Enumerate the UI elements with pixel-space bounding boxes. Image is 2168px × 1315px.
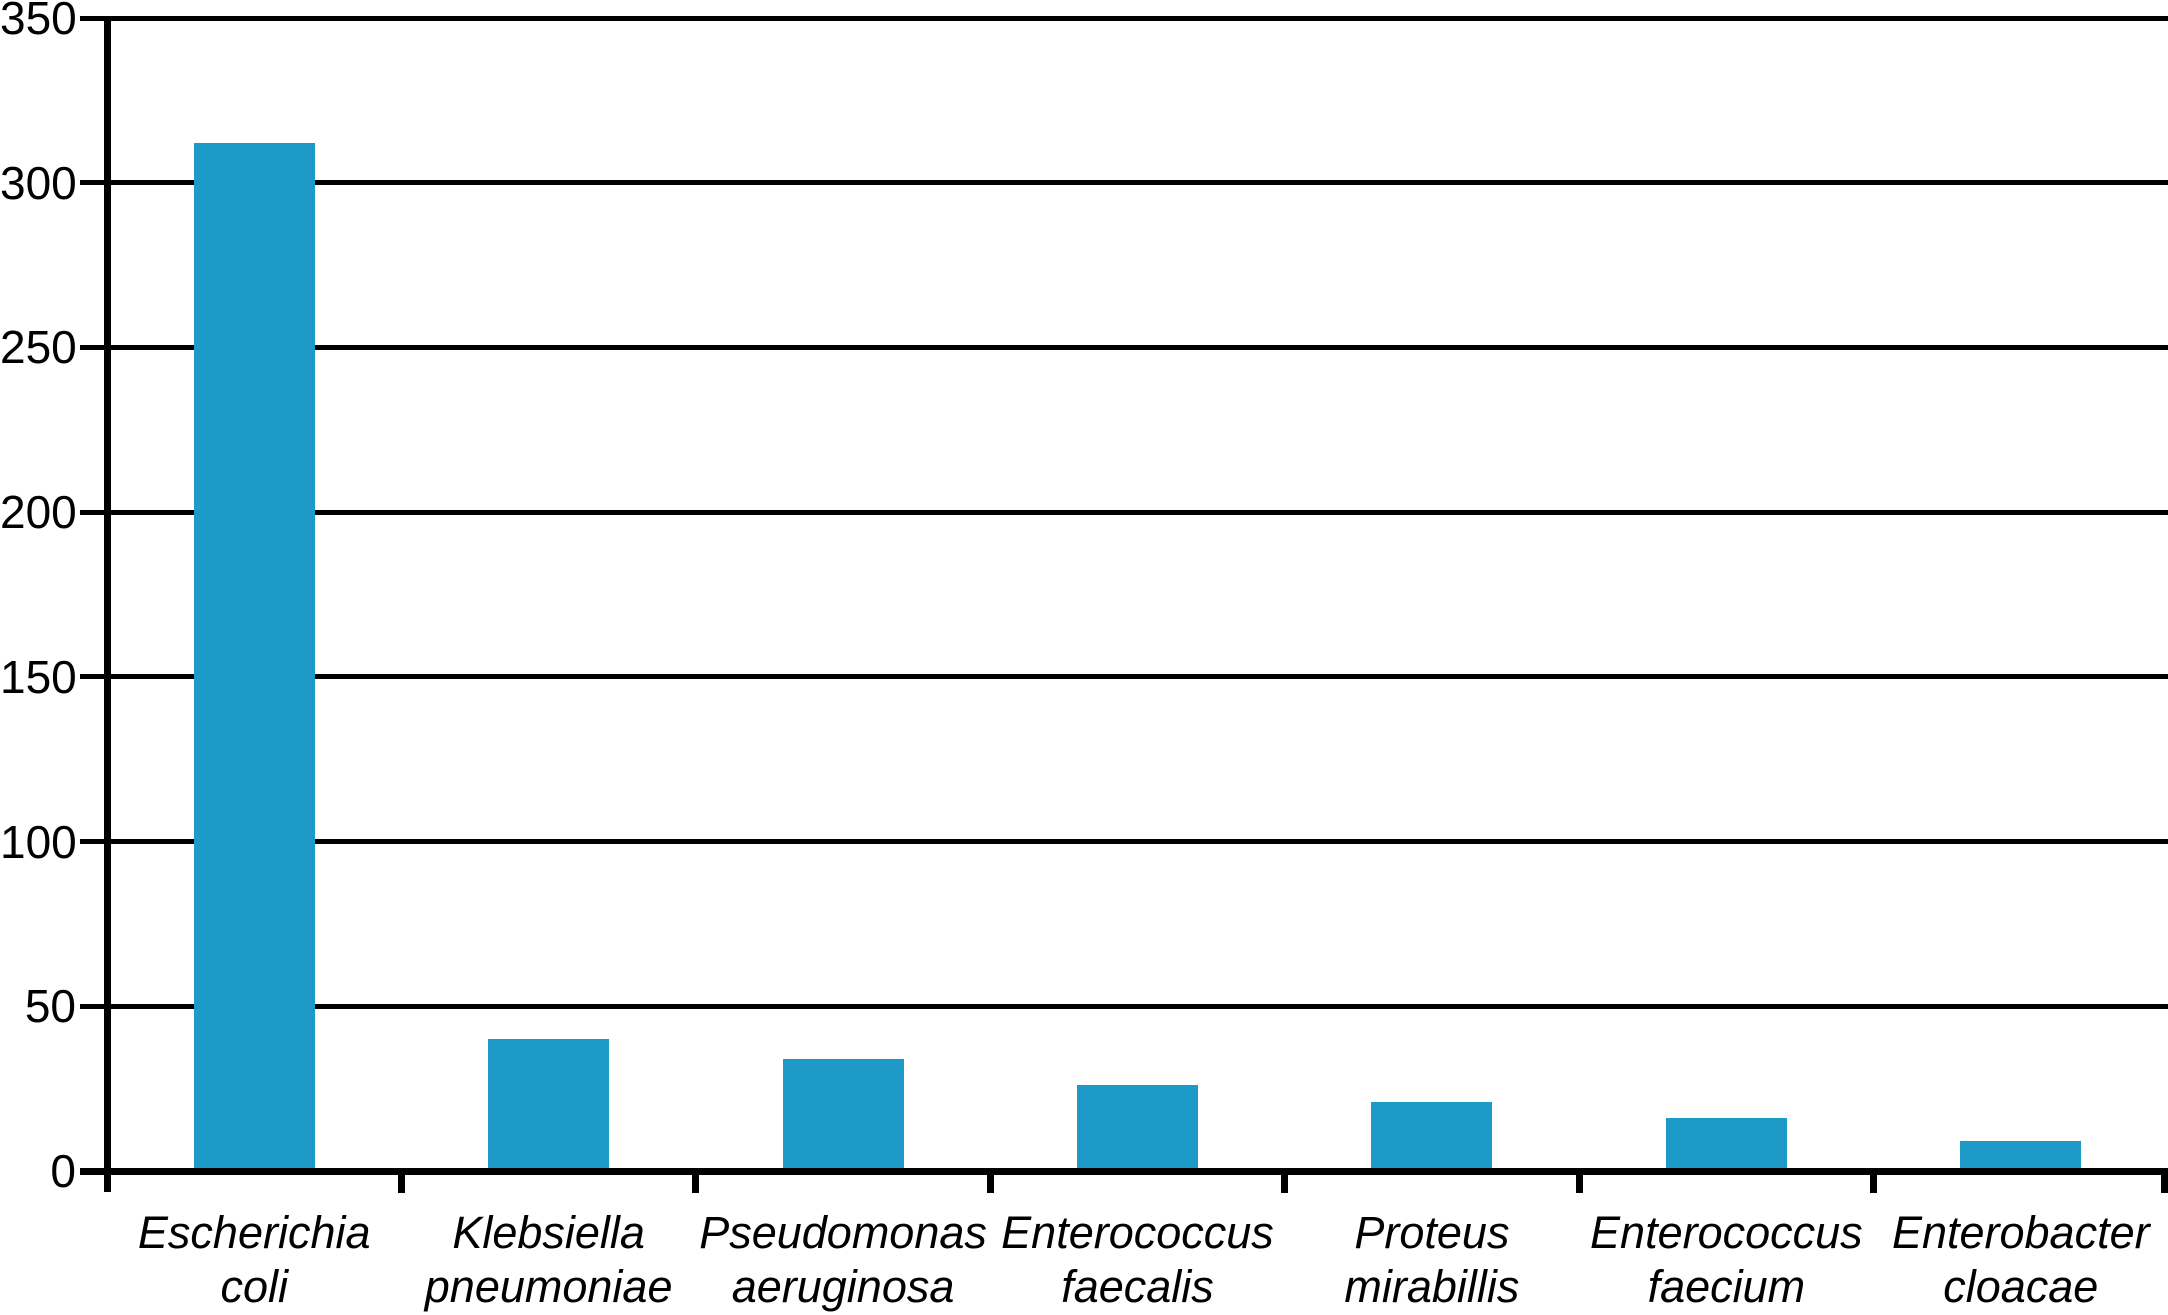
x-category-label-line: Proteus [1354, 1207, 1510, 1258]
x-axis-tick [2161, 1171, 2168, 1193]
bar [1371, 1101, 1493, 1171]
x-category-label-line: Enterococcus [1590, 1207, 1863, 1258]
x-axis-tick [986, 1171, 994, 1193]
x-category-label: Proteus mirabillis [1285, 1206, 1579, 1314]
y-tick-label: 350 [0, 0, 77, 44]
gridline [80, 1003, 2168, 1009]
x-category-label-line: faecium [1647, 1261, 1806, 1312]
y-tick-label: 250 [0, 321, 77, 374]
x-category-label-line: aeruginosa [731, 1261, 955, 1312]
x-axis-tick [692, 1171, 700, 1193]
x-category-label-line: Enterobacter [1891, 1207, 2150, 1258]
x-category-label-line: Enterococcus [1001, 1207, 1274, 1258]
gridline [80, 509, 2168, 515]
x-category-label-line: cloacae [1943, 1261, 2099, 1312]
x-category-label-line: Klebsiella [452, 1207, 645, 1258]
bar [488, 1039, 610, 1171]
x-category-label: Klebsiella pneumoniae [401, 1206, 695, 1314]
x-category-label: Enterococcus faecium [1579, 1206, 1873, 1314]
y-tick-label: 300 [0, 156, 77, 209]
x-axis-tick [397, 1171, 405, 1193]
gridline [80, 15, 2168, 21]
x-category-label: Enterobacter cloacae [1874, 1206, 2168, 1314]
x-category-label: Escherichia coli [107, 1206, 401, 1314]
y-tick-label: 150 [0, 650, 77, 703]
x-category-label-line: Escherichia coli [137, 1207, 371, 1312]
y-tick-label: 50 [24, 980, 76, 1033]
bar [1665, 1118, 1787, 1171]
bar [1960, 1141, 2082, 1171]
y-tick-label: 100 [0, 815, 77, 868]
x-category-label-line: mirabillis [1344, 1261, 1520, 1312]
gridline [80, 344, 2168, 350]
x-axis-tick [1281, 1171, 1289, 1193]
y-axis-line [103, 15, 111, 1192]
x-axis-line [80, 1167, 2168, 1175]
bar [782, 1058, 904, 1171]
x-category-label-line: faecalis [1061, 1261, 1214, 1312]
x-category-label-line: pneumoniae [424, 1261, 673, 1312]
gridline [80, 839, 2168, 845]
x-category-label: Pseudomonas aeruginosa [696, 1206, 990, 1314]
x-category-label-line: Pseudomonas [699, 1207, 987, 1258]
gridline [80, 180, 2168, 186]
gridline [80, 674, 2168, 680]
y-tick-label: 200 [0, 486, 77, 539]
bar [193, 143, 315, 1171]
x-axis-tick [1870, 1171, 1878, 1193]
x-axis-tick [1575, 1171, 1583, 1193]
bar [1077, 1085, 1198, 1171]
y-tick-label: 0 [50, 1145, 76, 1197]
x-category-label: Enterococcus faecalis [990, 1206, 1284, 1314]
